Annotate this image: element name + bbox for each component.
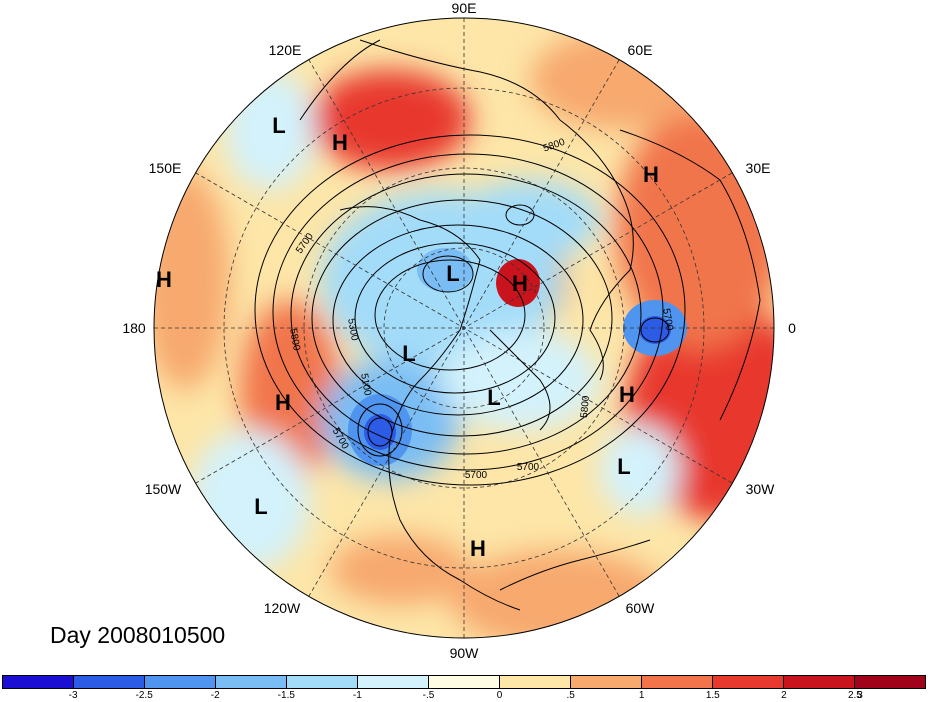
colorbar-tick-label: 3 xyxy=(857,690,863,701)
colorbar-segment xyxy=(642,676,713,688)
colorbar-segment xyxy=(784,676,855,688)
anomaly-field xyxy=(154,18,774,638)
polar-map: 90E 60E 30E 0 30W 60W 90W 120W 150W 180 … xyxy=(122,0,796,661)
lon-label: 30E xyxy=(746,160,771,176)
colorbar-segment xyxy=(287,676,358,688)
contour-label: 5300 xyxy=(345,318,360,342)
colorbar-segment xyxy=(145,676,216,688)
contour-label: 5700 xyxy=(465,470,488,481)
colorbar-tick-label: 2 xyxy=(781,690,787,701)
pressure-center-labels: L H H H L H L L H H L L H xyxy=(156,113,659,561)
lon-label: 60E xyxy=(628,42,653,58)
pressure-center-label: L xyxy=(617,454,630,479)
pressure-center-label: H xyxy=(275,390,291,415)
colorbar-segment xyxy=(500,676,571,688)
colorbar-tick-label: -3 xyxy=(68,690,78,701)
pressure-center-label: L xyxy=(487,385,500,410)
lon-label: 120E xyxy=(269,42,302,58)
colorbar-segment xyxy=(216,676,287,688)
contour-label: 5700 xyxy=(517,462,540,473)
colorbar xyxy=(2,675,926,689)
colorbar-tick-label: 0 xyxy=(496,690,503,701)
colorbar-segment xyxy=(713,676,784,688)
longitude-labels: 90E 60E 30E 0 30W 60W 90W 120W 150W 180 … xyxy=(122,0,796,661)
pressure-center-label: H xyxy=(470,536,486,561)
contour-label: 5700 xyxy=(660,308,675,332)
pressure-center-label: H xyxy=(512,271,528,296)
pressure-center-label: H xyxy=(619,382,635,407)
contour-label: 5100 xyxy=(358,373,373,397)
day-label: Day 2008010500 xyxy=(50,622,226,648)
colorbar-tick-label: .5 xyxy=(566,690,575,701)
lon-label: 150W xyxy=(145,481,182,497)
lon-label: 120W xyxy=(264,600,301,616)
lon-label: 30W xyxy=(746,481,776,497)
colorbar-tick-label: -.5 xyxy=(422,690,435,701)
contour-label: 5800 xyxy=(579,395,592,419)
colorbar-segment xyxy=(74,676,145,688)
pressure-center-label: H xyxy=(156,267,172,292)
colorbar-segment xyxy=(3,676,74,688)
graticule xyxy=(154,18,774,638)
colorbar-segment xyxy=(429,676,500,688)
lon-label: 90E xyxy=(452,0,477,16)
colorbar-segment xyxy=(571,676,642,688)
lon-label: 180 xyxy=(122,320,146,336)
colorbar-tick-label: -1.5 xyxy=(277,690,295,701)
colorbar-tick-label: -2.5 xyxy=(135,690,153,701)
colorbar-tick-label: -1 xyxy=(352,690,362,701)
lon-label: 150E xyxy=(149,160,182,176)
colorbar-tick-label: 1.5 xyxy=(705,690,720,701)
lon-label: 90W xyxy=(450,645,480,661)
coastlines xyxy=(299,39,761,611)
colorbar-tick-label: 2.5 xyxy=(847,690,862,701)
pressure-center-label: L xyxy=(254,494,267,519)
pressure-center-label: H xyxy=(643,162,659,187)
colorbar-labels: -3 -2.5 -2 -1.5 -1 -.5 0 .5 1 1.5 2 2.5 3 xyxy=(2,690,926,702)
height-contours xyxy=(254,134,686,486)
lon-label: 60W xyxy=(626,600,656,616)
pressure-center-label: L xyxy=(446,261,459,286)
pressure-center-label: L xyxy=(402,341,415,366)
lon-label: 0 xyxy=(788,320,796,336)
colorbar-tick-label: 1 xyxy=(638,690,645,701)
pressure-center-label: H xyxy=(332,130,348,155)
colorbar-segment xyxy=(855,676,925,688)
map-border xyxy=(153,17,775,639)
contour-label: 5800 xyxy=(287,328,302,352)
pressure-center-label: L xyxy=(272,113,285,138)
colorbar-tick-label: -2 xyxy=(210,690,220,701)
colorbar-segment xyxy=(358,676,429,688)
